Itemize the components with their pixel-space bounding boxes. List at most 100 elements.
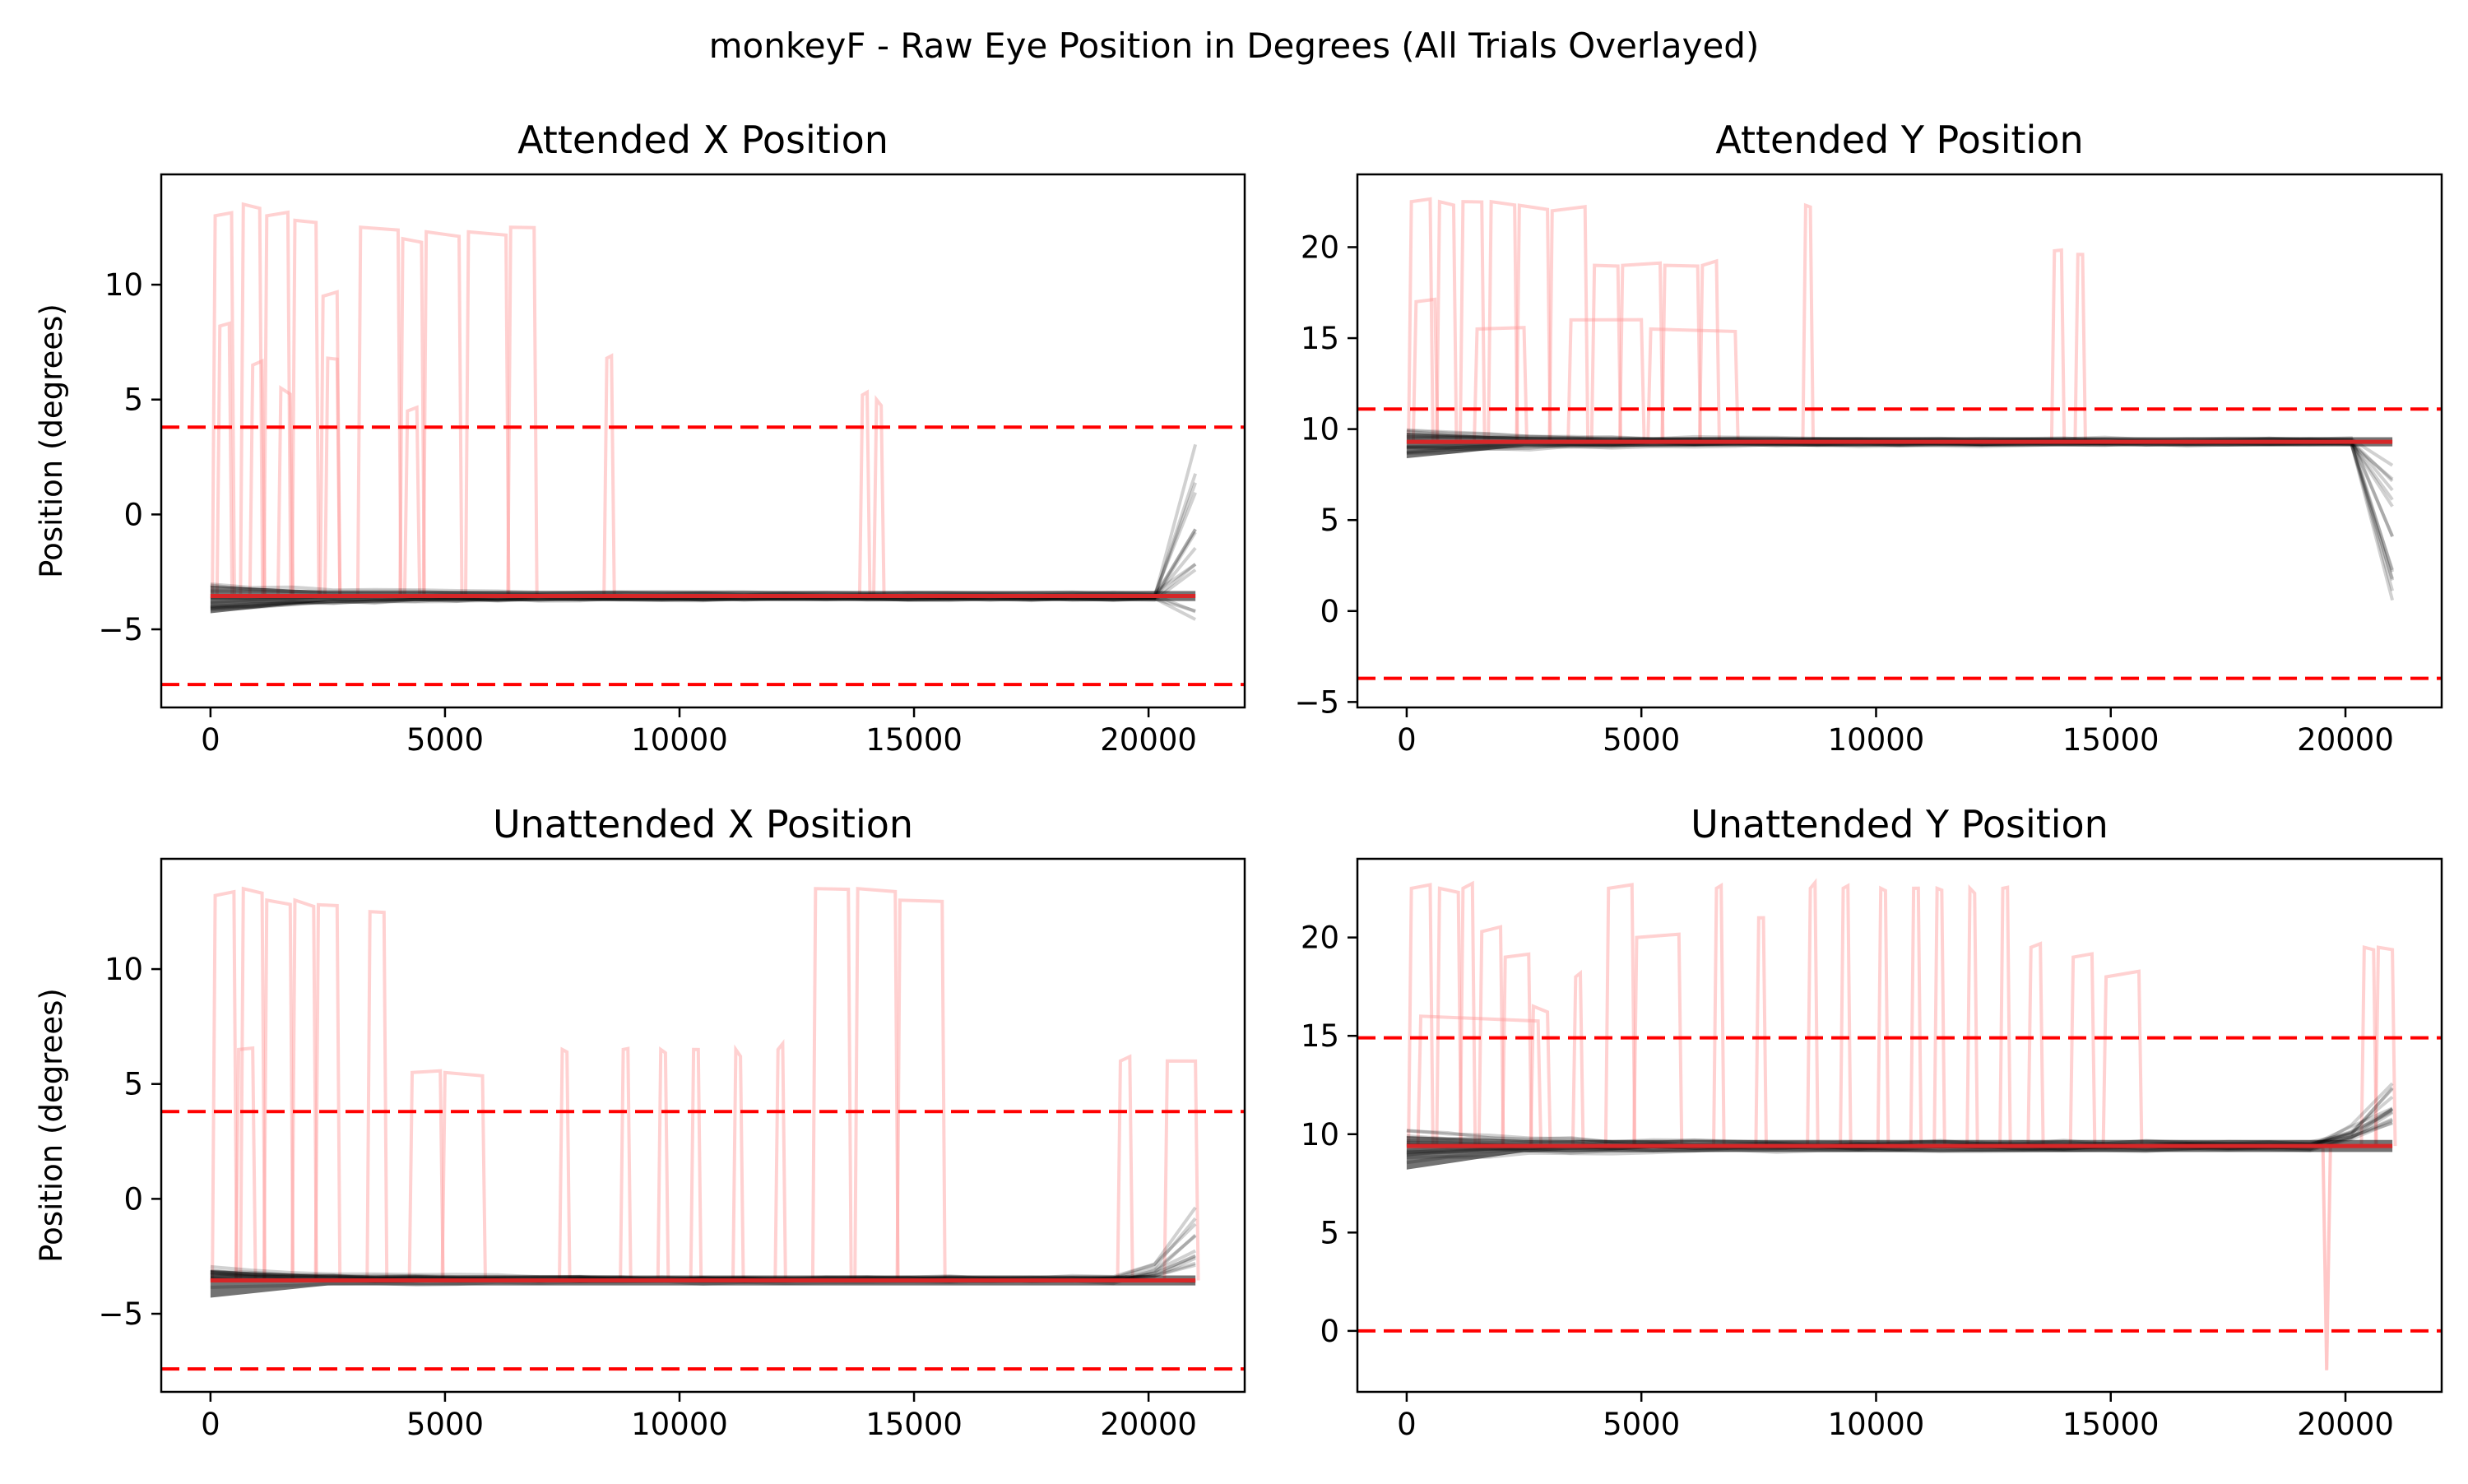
outlier-trace: [239, 886, 267, 1281]
outlier-trace: [1407, 197, 1435, 443]
trace-band: [1406, 433, 2393, 459]
outlier-trace: [872, 395, 886, 596]
outlier-trace: [313, 902, 342, 1281]
outlier-trace: [1529, 1004, 1552, 1147]
axes-frame: [1356, 173, 2443, 709]
outlier-trace: [1566, 318, 1646, 443]
subplot-4: 0 5000 10000 15000 20000 0 5 10 15 20 Unattended Y…: [1301, 802, 2443, 1442]
outlier-trace: [276, 385, 295, 596]
subplot-title: Unattended Y Position: [1691, 802, 2108, 846]
outlier-trace: [602, 353, 616, 596]
x-tick-label: 0: [1397, 722, 1417, 758]
outlier-trace: [239, 202, 265, 596]
y-axis-label: Position (degrees): [34, 304, 69, 578]
axes-frame: [160, 857, 1246, 1394]
outlier-trace: [731, 1044, 745, 1281]
plot-area: [210, 886, 1200, 1298]
subplot-3: 0 5000 10000 15000 20000 −5 0 5 10 Unattended X P…: [34, 802, 1246, 1442]
outlier-trace: [211, 889, 239, 1281]
outlier-trace: [1617, 261, 1665, 443]
outlier-trace: [1806, 878, 1820, 1147]
outlier-trace: [558, 1046, 572, 1281]
outlier-trace: [1162, 1059, 1200, 1281]
y-tick-label: 5: [1320, 1215, 1339, 1250]
outlier-trace: [365, 910, 389, 1281]
outlier-trace: [262, 210, 293, 596]
outlier-trace: [2073, 253, 2087, 443]
y-tick-label: 20: [1301, 921, 1339, 956]
y-tick-label: 5: [1320, 503, 1339, 538]
subplot-title: Attended Y Position: [1715, 118, 2083, 162]
outlier-trace: [1998, 885, 2012, 1147]
x-tick-label: 5000: [1603, 722, 1680, 758]
y-tick-label: −5: [1294, 684, 1339, 720]
outlier-trace: [322, 356, 342, 596]
subplot-2: 0 5000 10000 15000 20000 −5 0 5 10 15 20 Attended Y…: [1294, 118, 2443, 758]
outlier-trace: [215, 321, 234, 596]
trial-trace: [1406, 441, 2394, 501]
x-tick-label: 10000: [631, 722, 728, 758]
outlier-trace: [407, 1069, 445, 1281]
trial-trace: [1406, 440, 2395, 581]
outlier-trace: [1697, 258, 1721, 443]
outlier-trace: [2068, 952, 2097, 1147]
y-tick-label: 5: [123, 383, 143, 418]
x-tick-label: 5000: [1603, 1407, 1680, 1442]
subplot-title: Unattended X Position: [493, 802, 913, 846]
outlier-trace: [1632, 932, 1684, 1147]
outlier-trace: [1515, 203, 1552, 443]
outlier-trace: [2049, 248, 2067, 443]
outlier-trace: [248, 358, 267, 596]
outlier-trace: [1116, 1054, 1134, 1281]
x-tick-label: 5000: [406, 1407, 484, 1442]
y-tick-label: −5: [98, 612, 143, 647]
outlier-trace: [1458, 880, 1478, 1147]
x-tick-label: 15000: [865, 722, 963, 758]
trial-trace: [210, 1222, 1197, 1281]
outlier-trace: [619, 1046, 633, 1281]
outlier-trace: [318, 290, 342, 596]
outlier-trace: [857, 389, 872, 596]
outlier-trace: [398, 236, 426, 596]
outlier-trace: [2101, 969, 2144, 1147]
y-tick-label: 10: [1301, 1117, 1339, 1152]
x-tick-label: 10000: [631, 1407, 728, 1442]
outlier-trace: [2026, 941, 2045, 1147]
outlier-trace: [440, 1070, 487, 1281]
outlier-trace: [1473, 326, 1529, 443]
axes-frame: [1356, 857, 2443, 1394]
x-tick-label: 10000: [1828, 722, 1925, 758]
subplot-title: Attended X Position: [517, 118, 888, 162]
y-tick-label: 0: [123, 497, 143, 532]
outlier-trace: [853, 887, 900, 1281]
outlier-trace: [1801, 202, 1816, 443]
outlier-trace: [1411, 297, 1440, 443]
outlier-trace: [656, 1046, 670, 1281]
outlier-trace: [2373, 945, 2397, 1147]
x-tick-label: 5000: [406, 722, 484, 758]
y-tick-label: 10: [104, 267, 143, 303]
outlier-trace: [1458, 200, 1487, 443]
plot-area: [1406, 197, 2395, 601]
y-tick-label: 10: [104, 952, 143, 987]
axes-frame: [160, 173, 1246, 709]
x-tick-label: 0: [1397, 1407, 1417, 1442]
outlier-trace: [1754, 916, 1768, 1147]
x-tick-label: 20000: [2297, 1407, 2394, 1442]
outlier-trace: [211, 211, 236, 596]
x-tick-label: 20000: [1100, 722, 1197, 758]
y-tick-label: 5: [123, 1067, 143, 1102]
figure-title: monkeyF - Raw Eye Position in Degrees (A…: [709, 26, 1760, 66]
outlier-trace: [1712, 882, 1726, 1147]
outlier-trace: [1547, 205, 1590, 443]
outlier-trace: [290, 218, 321, 596]
outlier-trace: [689, 1047, 703, 1281]
trial-trace: [1406, 441, 2395, 591]
outlier-trace: [1660, 263, 1703, 443]
trace-band: [210, 585, 1196, 614]
subplot-1: 0 5000 10000 15000 20000 −5 0 5 10 Attended X Pos…: [34, 118, 1246, 758]
outlier-trace: [895, 898, 947, 1281]
outlier-trace: [1589, 263, 1623, 443]
